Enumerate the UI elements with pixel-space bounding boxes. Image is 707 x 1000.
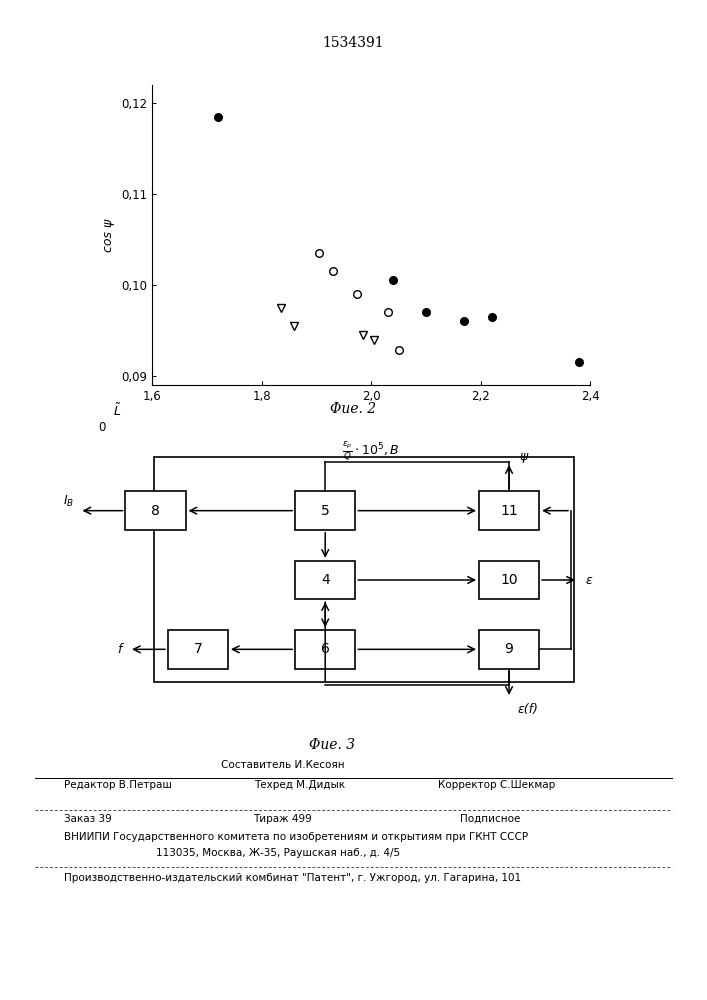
Text: 4: 4: [321, 573, 329, 587]
Text: 8: 8: [151, 504, 160, 518]
Text: 5: 5: [321, 504, 329, 518]
Text: 0: 0: [98, 421, 105, 434]
Text: Φие. 3: Φие. 3: [309, 738, 356, 752]
Bar: [479, 630, 539, 669]
Text: 6: 6: [321, 642, 329, 656]
Text: ψ: ψ: [520, 450, 528, 463]
Text: Φие. 2: Φие. 2: [330, 402, 377, 416]
Text: Тираж 499: Тираж 499: [253, 814, 312, 824]
Bar: [296, 630, 355, 669]
Text: $\tilde{L}$: $\tilde{L}$: [112, 403, 122, 419]
Bar: [296, 491, 355, 530]
Text: Редактор В.Петраш: Редактор В.Петраш: [64, 780, 172, 790]
Text: Техред М.Дидык: Техред М.Дидык: [255, 780, 346, 790]
Text: Составитель И.Кесоян: Составитель И.Кесоян: [221, 760, 344, 770]
Text: 7: 7: [194, 642, 202, 656]
Bar: [296, 561, 355, 599]
Bar: [168, 630, 228, 669]
Text: 10: 10: [501, 573, 518, 587]
Text: 1534391: 1534391: [322, 36, 385, 50]
Text: ε(f): ε(f): [518, 703, 539, 716]
Text: ε: ε: [585, 573, 592, 586]
Text: ВНИИПИ Государственного комитета по изобретениям и открытиям при ГКНТ СССР: ВНИИПИ Государственного комитета по изоб…: [64, 832, 527, 842]
Text: 11: 11: [500, 504, 518, 518]
Bar: [126, 491, 185, 530]
Text: Производственно-издательский комбинат "Патент", г. Ужгород, ул. Гагарина, 101: Производственно-издательский комбинат "П…: [64, 873, 521, 883]
Bar: [153, 457, 574, 682]
Text: 113035, Москва, Ж-35, Раушская наб., д. 4/5: 113035, Москва, Ж-35, Раушская наб., д. …: [156, 848, 399, 858]
Text: Заказ 39: Заказ 39: [64, 814, 112, 824]
Text: $I_B$: $I_B$: [64, 494, 75, 509]
Bar: [479, 561, 539, 599]
Bar: [479, 491, 539, 530]
Text: Корректор С.Шекмар: Корректор С.Шекмар: [438, 780, 556, 790]
Text: 9: 9: [505, 642, 513, 656]
Text: $\frac{\varepsilon_p}{Q} \cdot 10^5, B$: $\frac{\varepsilon_p}{Q} \cdot 10^5, B$: [342, 439, 400, 462]
Text: f: f: [117, 643, 122, 656]
Y-axis label: cos ψ: cos ψ: [103, 218, 115, 252]
Text: Подписное: Подписное: [460, 814, 520, 824]
